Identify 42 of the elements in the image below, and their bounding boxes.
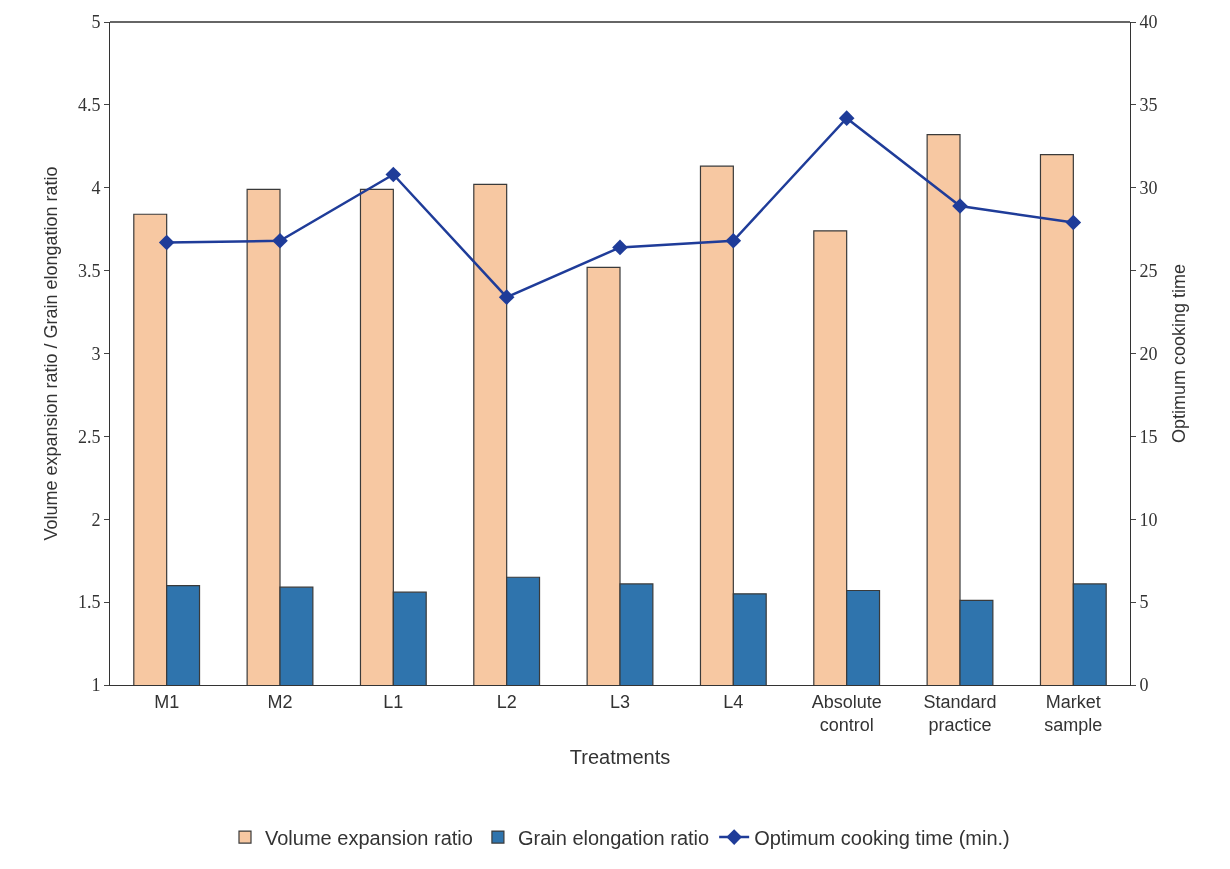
- y-tick-label: 3: [91, 343, 101, 364]
- x-tick-label: M2: [267, 691, 293, 712]
- point: [158, 234, 175, 251]
- y-tick-label: 1.5: [77, 592, 101, 613]
- point: [838, 110, 855, 126]
- x-tick-label: L1: [383, 691, 404, 712]
- y-tick-label: 4.5: [77, 95, 101, 116]
- y2-tick-label: 5: [1139, 592, 1149, 613]
- point: [1065, 214, 1082, 231]
- legend-label: Volume expansion ratio: [265, 826, 473, 849]
- x-tick-label: L3: [609, 691, 631, 712]
- y-tick-label: 2.5: [77, 426, 101, 447]
- x-tick-label: Absolute control: [811, 691, 882, 735]
- y2-axis-title: Optimum cooking time: [1168, 263, 1189, 444]
- x-tick-label: L2: [496, 691, 517, 712]
- y2-tick-label: 20: [1139, 343, 1158, 364]
- y2-tick-label: 40: [1139, 12, 1158, 33]
- y2-tick-label: 0: [1139, 675, 1149, 696]
- y-axis-title: Volume expansion ratio / Grain elongation ratio: [41, 166, 62, 541]
- x-tick-label: L4: [723, 691, 744, 712]
- point: [725, 232, 742, 249]
- point: [498, 289, 515, 305]
- y-tick-label: 5: [91, 12, 101, 33]
- y2-tick-label: 15: [1139, 426, 1158, 447]
- y-tick-label: 1: [91, 675, 101, 696]
- x-tick-label: M1: [154, 691, 180, 712]
- x-axis-title: Treatments: [569, 745, 671, 768]
- legend-label: Grain elongation ratio: [517, 826, 710, 849]
- x-tick-label: Market sample: [1044, 691, 1103, 735]
- point: [272, 232, 288, 249]
- x-tick-label: Standard practice: [923, 691, 997, 735]
- y-tick-label: 4: [91, 178, 101, 199]
- y2-tick-label: 35: [1139, 95, 1158, 116]
- point: [385, 166, 402, 183]
- y2-tick-label: 25: [1139, 260, 1158, 281]
- y-tick-label: 3.5: [77, 260, 101, 281]
- point: [952, 198, 968, 214]
- legend-label: Optimum cooking time (min.): [754, 826, 1010, 849]
- point: [612, 239, 628, 256]
- y2-tick-label: 30: [1139, 178, 1158, 199]
- y2-tick-label: 10: [1139, 509, 1158, 530]
- y-tick-label: 2: [91, 509, 101, 530]
